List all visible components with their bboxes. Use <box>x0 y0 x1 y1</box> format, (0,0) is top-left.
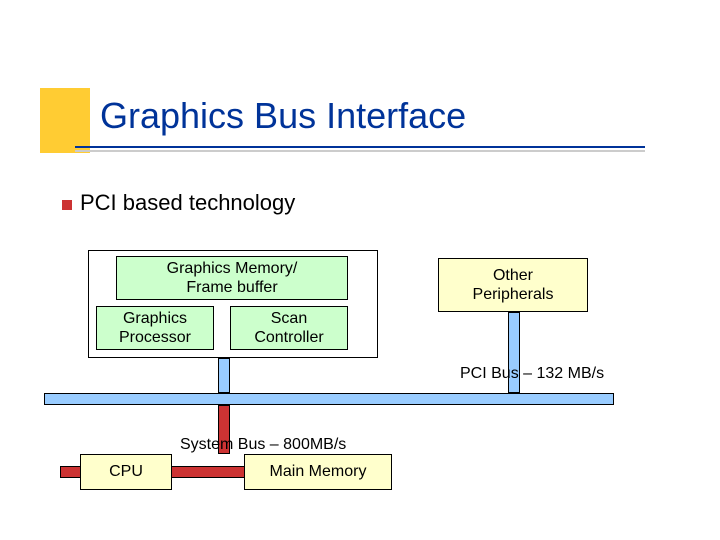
pci-bus-label: PCI Bus – 132 MB/s <box>460 365 604 383</box>
box-cpu: CPU <box>80 454 172 490</box>
connector-gfx-to-pci <box>218 358 230 393</box>
subtitle-bullet-icon <box>62 200 72 210</box>
system-bus-label: System Bus – 800MB/s <box>180 436 346 454</box>
page-subtitle: PCI based technology <box>80 190 295 216</box>
title-underline-top <box>75 146 645 148</box>
box-graphics-memory: Graphics Memory/ Frame buffer <box>116 256 348 300</box>
title-underline-bottom <box>75 150 645 152</box>
pci-bus-bar <box>44 393 614 405</box>
title-accent-rect <box>40 88 90 153</box>
box-other-peripherals: Other Peripherals <box>438 258 588 312</box>
box-graphics-processor: Graphics Processor <box>96 306 214 350</box>
page-title: Graphics Bus Interface <box>100 95 466 137</box>
box-main-memory: Main Memory <box>244 454 392 490</box>
box-scan-controller: Scan Controller <box>230 306 348 350</box>
